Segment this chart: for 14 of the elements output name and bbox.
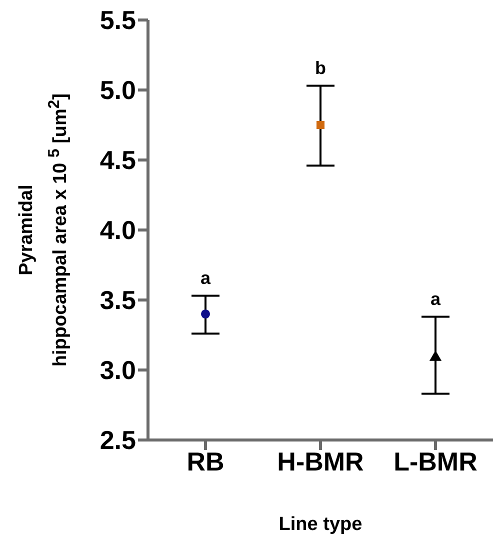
y-tick-label: 4.0 (100, 215, 136, 246)
x-tick-label: H-BMR (277, 446, 364, 476)
y-tick-label: 4.5 (100, 145, 136, 176)
x-tick-label: L-BMR (394, 446, 478, 476)
annotation: b (315, 58, 326, 78)
y-tick-label: 3.5 (100, 285, 136, 316)
y-tick-label: 3.0 (100, 355, 136, 386)
y-tick-label: 5.0 (100, 75, 136, 106)
annotation: a (200, 268, 212, 288)
y-tick-label: 2.5 (100, 425, 136, 456)
x-axis-title: Line type (278, 514, 362, 535)
annotation: a (430, 288, 442, 309)
y-tick-label: 5.5 (100, 5, 136, 36)
x-tick-label: RB (186, 446, 224, 476)
